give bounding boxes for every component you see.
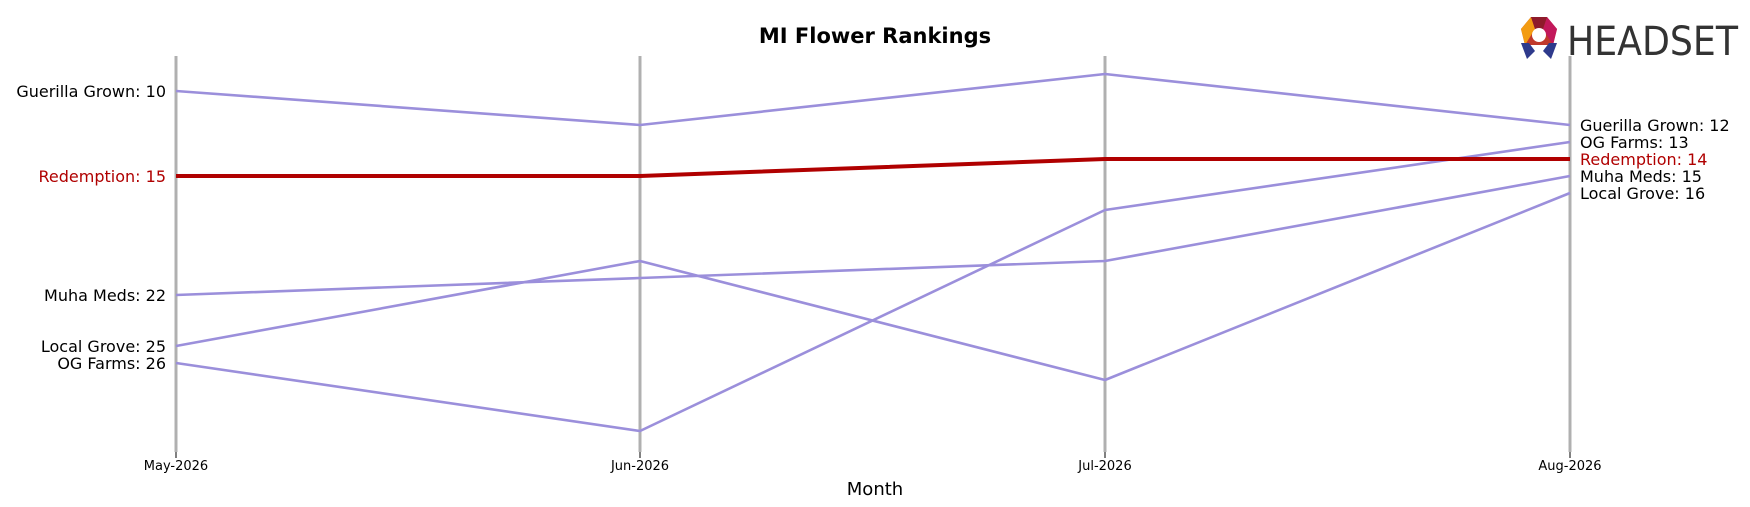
x-tick-label: Jun-2026 (610, 459, 669, 474)
start-labels: Guerilla Grown: 10 Redemption: 15 Muha Med… (16, 82, 166, 373)
start-label-og-farms: OG Farms: 26 (57, 354, 166, 373)
end-label-muha-meds: Muha Meds: 15 (1580, 167, 1702, 186)
start-label-muha-meds: Muha Meds: 22 (44, 286, 166, 305)
x-tick-label: Aug-2026 (1538, 459, 1601, 474)
series-line-guerilla-grown (175, 72, 1571, 127)
series-lines (175, 72, 1571, 433)
x-axis-ticks: May-2026 Jun-2026 Jul-2026 Aug-2026 (144, 452, 1602, 474)
month-gridlines (174, 56, 1572, 452)
end-label-redemption: Redemption: 14 (1580, 150, 1707, 169)
series-line-redemption (176, 157, 1570, 178)
start-label-guerilla-grown: Guerilla Grown: 10 (16, 82, 166, 101)
start-label-redemption: Redemption: 15 (39, 167, 166, 186)
headset-logo: HEADSET (1521, 17, 1739, 65)
start-label-local-grove: Local Grove: 25 (41, 337, 166, 356)
x-axis-label: Month (847, 479, 903, 500)
headset-logo-icon (1521, 17, 1557, 59)
x-tick-label: Jul-2026 (1077, 459, 1131, 474)
series-line-muha-meds (175, 174, 1571, 297)
end-label-local-grove: Local Grove: 16 (1580, 184, 1705, 203)
logo-text: HEADSET (1567, 19, 1739, 65)
end-label-og-farms: OG Farms: 13 (1580, 133, 1689, 152)
series-line-og-farms (175, 140, 1571, 433)
chart-title: MI Flower Rankings (759, 24, 991, 48)
x-tick-label: May-2026 (144, 459, 208, 474)
end-label-guerilla-grown: Guerilla Grown: 12 (1580, 116, 1730, 135)
